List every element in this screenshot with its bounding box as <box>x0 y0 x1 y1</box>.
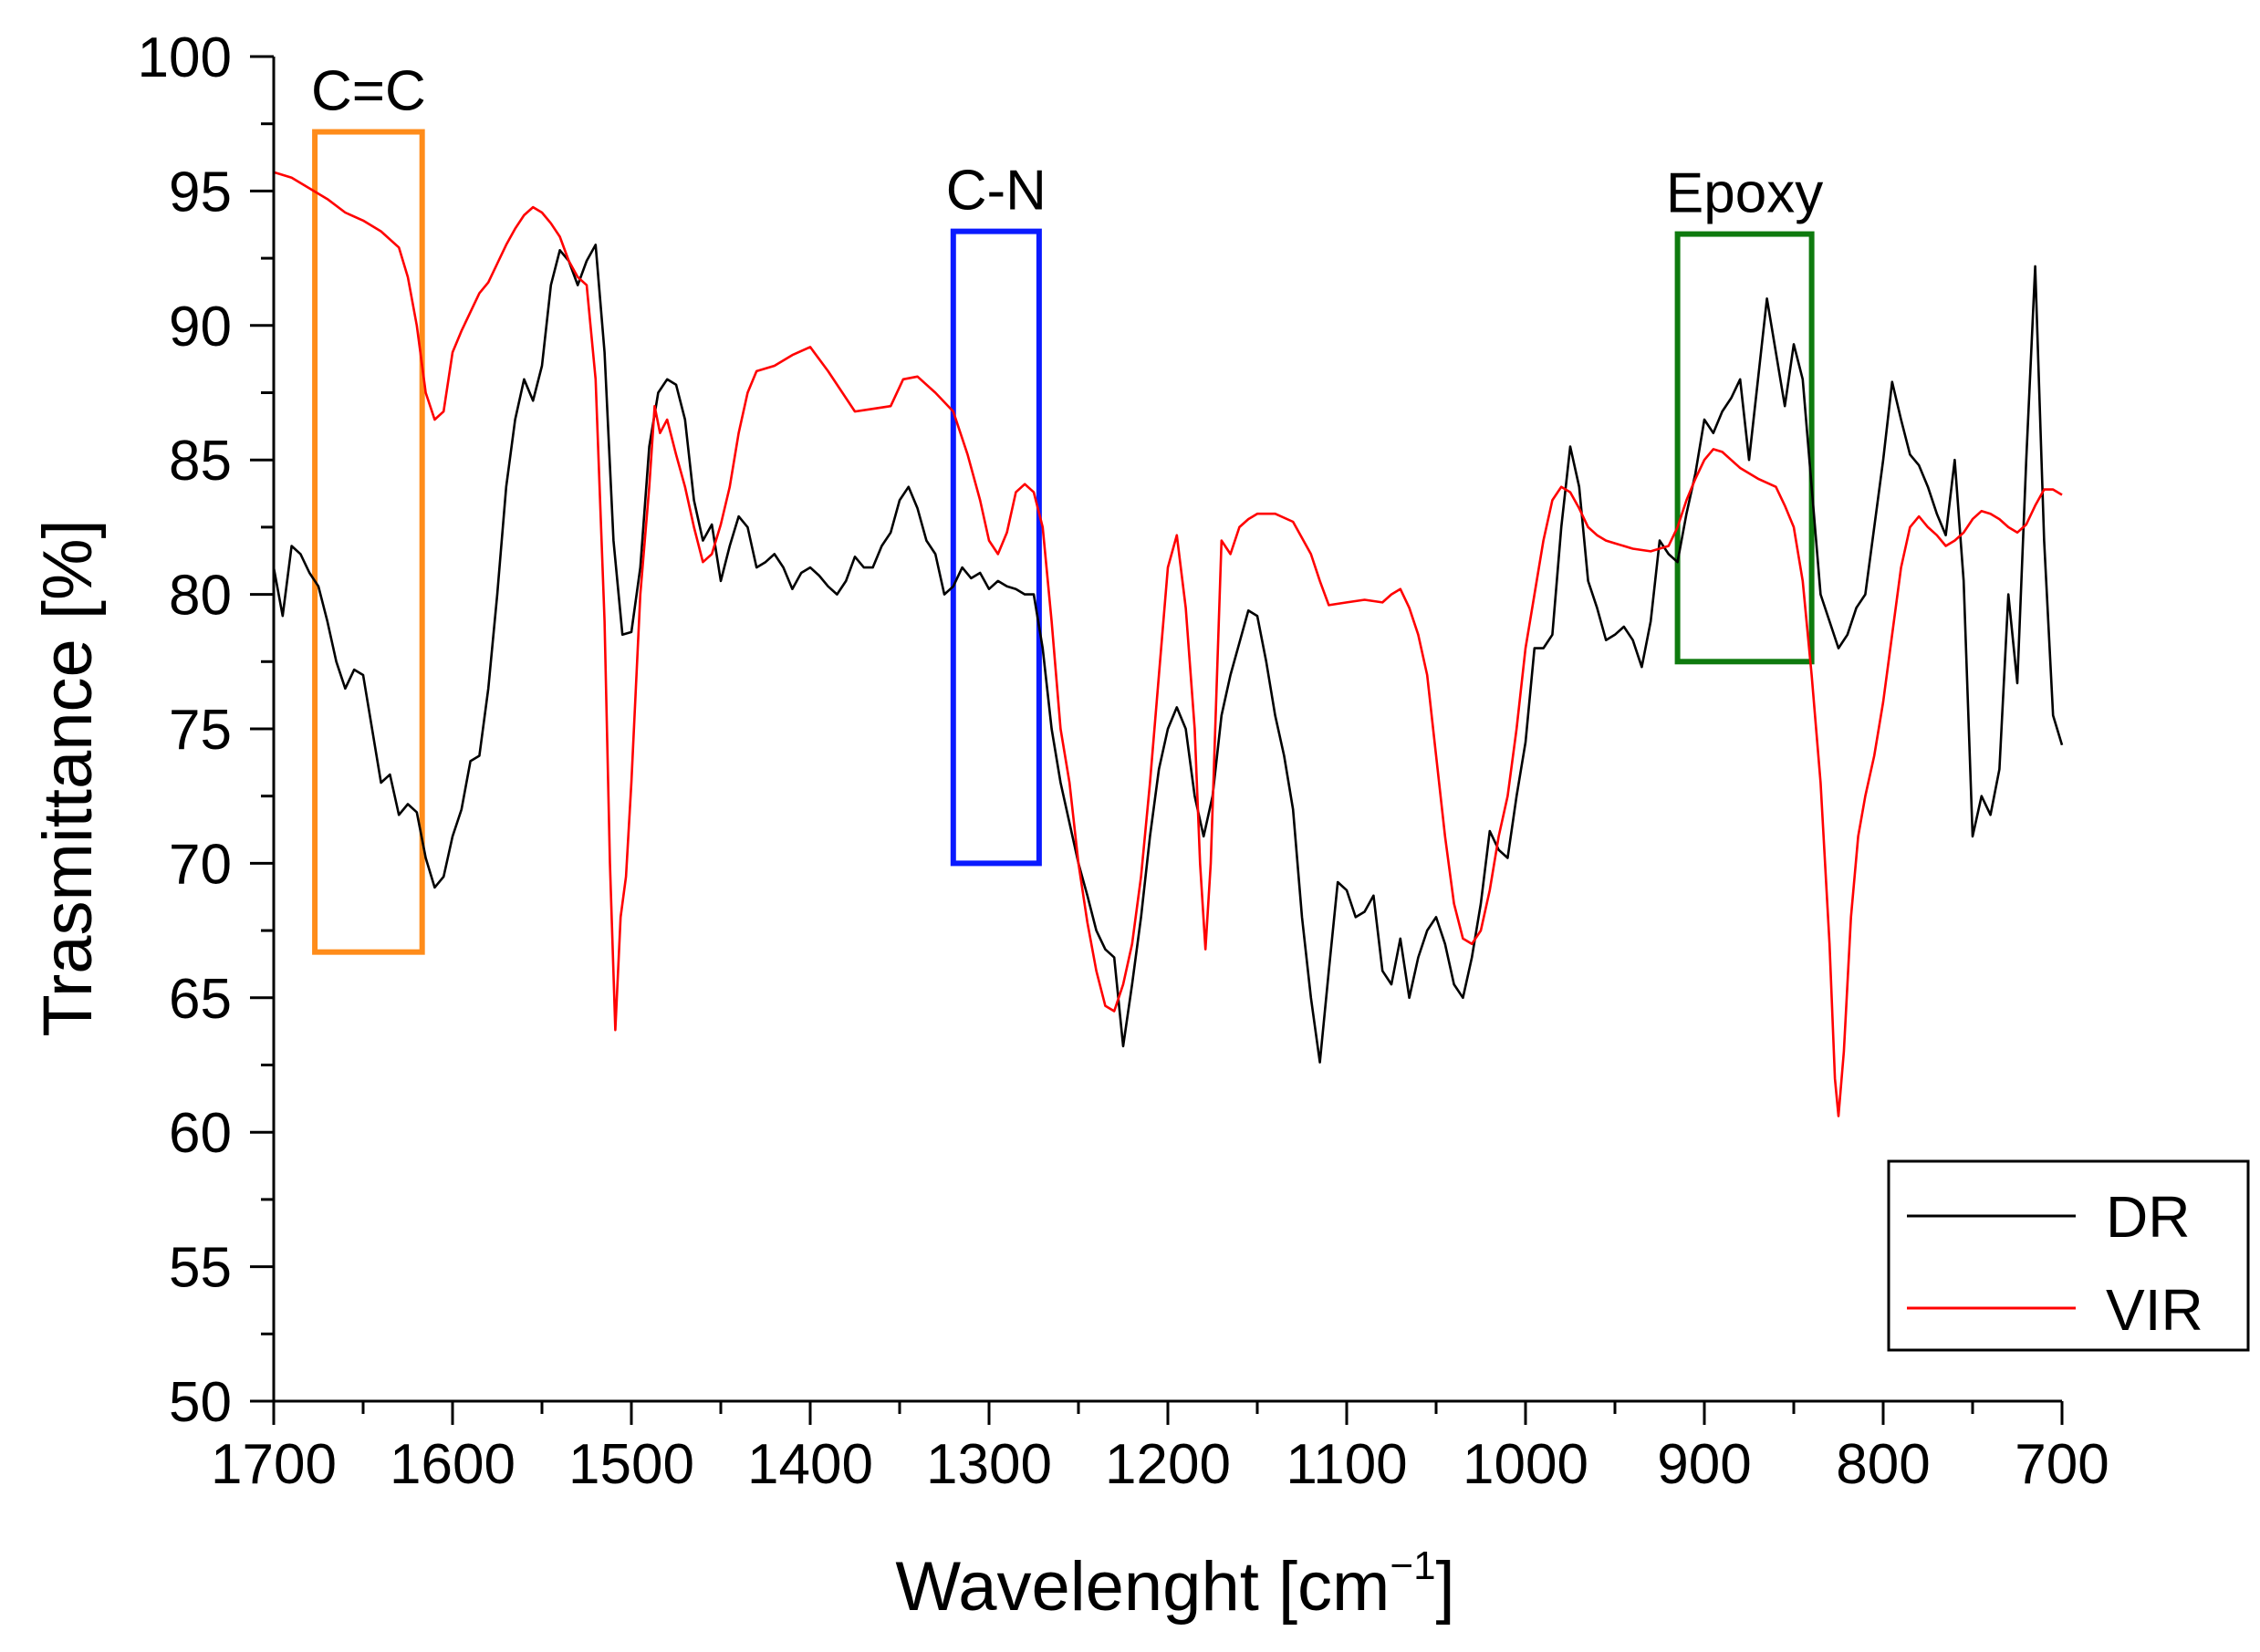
y-tick-label: 100 <box>138 26 232 89</box>
x-tick-label: 1100 <box>1286 1433 1407 1496</box>
y-tick-label: 90 <box>169 296 232 358</box>
series-line-dr <box>272 244 2064 1064</box>
x-tick-label: 1700 <box>211 1433 337 1496</box>
x-tick-label: 1200 <box>1105 1433 1231 1496</box>
legend-label-vir: VIR <box>2106 1277 2203 1343</box>
x-tick-label: 1500 <box>568 1433 694 1496</box>
y-tick-label: 70 <box>169 833 232 896</box>
x-tick-label: 1300 <box>926 1433 1052 1496</box>
annotation-label-c-n: C-N <box>946 160 1047 223</box>
x-tick-label: 800 <box>1836 1433 1930 1496</box>
x-axis-label-superscript: −1 <box>1390 1543 1435 1588</box>
legend-label-dr: DR <box>2106 1184 2190 1250</box>
y-tick-label: 80 <box>169 565 232 628</box>
axes-layer: 50 55 60 65 70 75 80 85 90 95 100 1700 1600 1500 1400 1… <box>138 26 2109 1496</box>
x-axis-label-end: ] <box>1436 1548 1455 1626</box>
series-layer <box>272 171 2064 1117</box>
y-tick-label: 75 <box>169 699 232 762</box>
series-line-vir <box>273 171 2063 1117</box>
x-axis-label-main: Wavelenght [cm <box>895 1548 1390 1626</box>
annotation-box-c-n <box>950 228 1042 867</box>
legend-box <box>1887 1159 2250 1352</box>
y-tick-label: 65 <box>169 968 232 1031</box>
annotation-label-c-c: C=C <box>311 60 426 123</box>
x-tick-label: 1600 <box>390 1433 516 1496</box>
y-tick-label: 95 <box>169 161 232 223</box>
annotation-layer: C=C C-N Epoxy <box>311 60 1823 955</box>
annotation-label-epoxy: Epoxy <box>1666 162 1823 225</box>
legend: DR VIR <box>1887 1159 2250 1352</box>
x-tick-label: 1400 <box>747 1433 873 1496</box>
annotation-box-epoxy <box>1674 231 1815 665</box>
x-axis-label: Wavelenght [cm−1] <box>895 1543 1454 1626</box>
y-tick-label: 55 <box>169 1237 232 1300</box>
y-tick-label: 85 <box>169 430 232 493</box>
y-tick-label: 50 <box>169 1371 232 1434</box>
annotation-box-c-c <box>312 129 425 955</box>
x-tick-label: 900 <box>1657 1433 1751 1496</box>
x-tick-label: 700 <box>2015 1433 2109 1496</box>
x-tick-label: 1000 <box>1463 1433 1588 1496</box>
y-tick-label: 60 <box>169 1102 232 1165</box>
y-axis-label: Trasmittance [%] <box>29 519 107 1036</box>
